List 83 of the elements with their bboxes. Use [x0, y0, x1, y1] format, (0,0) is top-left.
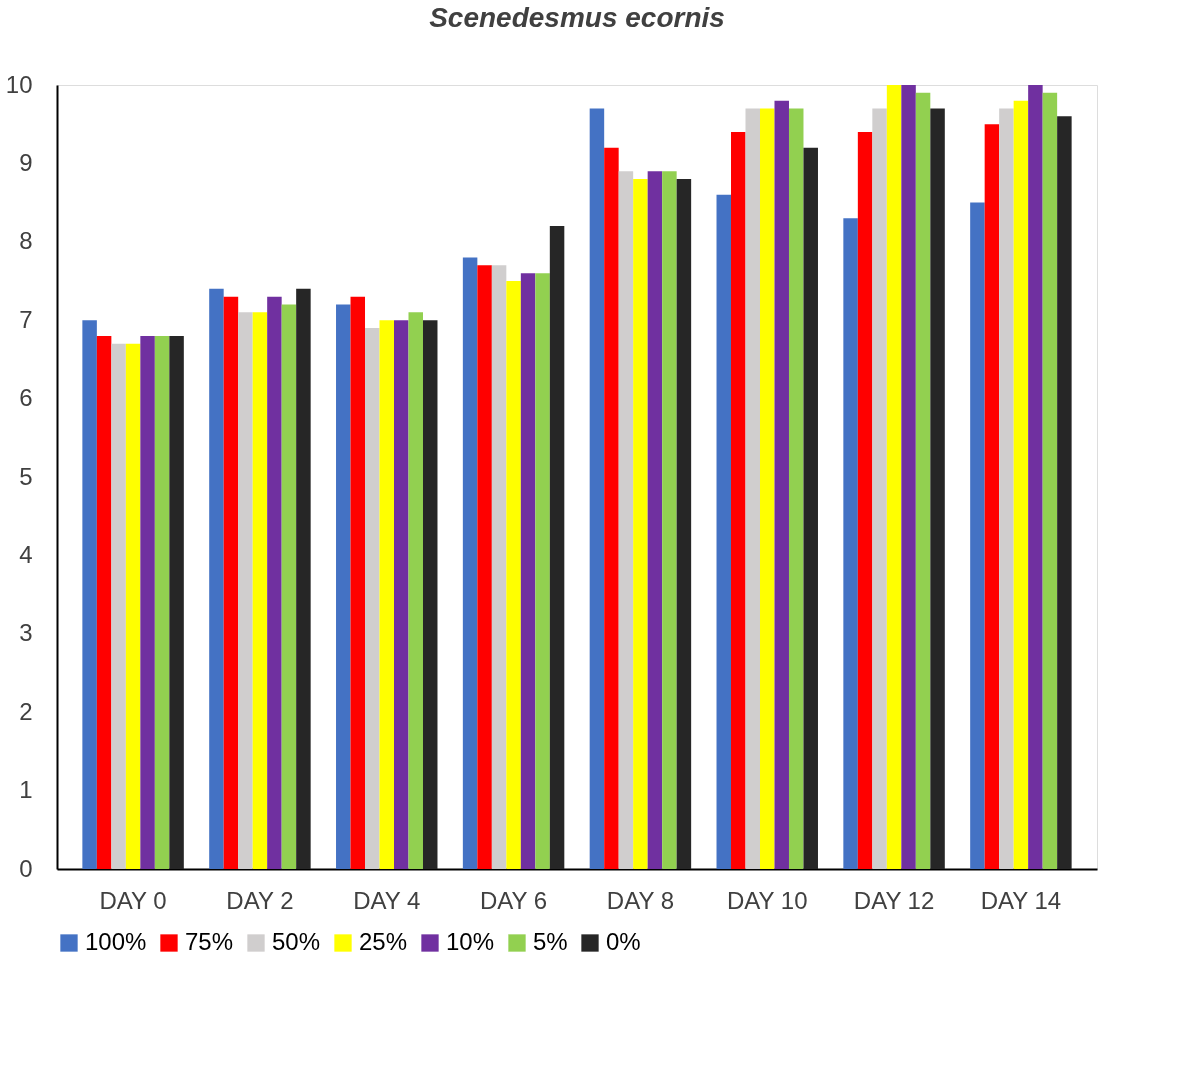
bar — [462, 257, 478, 869]
legend-label: 10% — [446, 928, 495, 955]
bar — [111, 343, 126, 869]
bar — [633, 179, 648, 869]
bar — [857, 132, 873, 869]
bar — [984, 124, 1000, 869]
bar — [788, 108, 804, 869]
bar — [1013, 100, 1029, 869]
legend-label: 100% — [85, 928, 147, 955]
legend-label: 0% — [606, 928, 641, 955]
bar — [716, 194, 732, 869]
y-tick-label: 7 — [19, 305, 33, 333]
y-tick-label: 0 — [19, 854, 33, 882]
bar — [96, 335, 112, 869]
bar — [1028, 85, 1043, 869]
bar — [125, 343, 141, 869]
bar — [1057, 116, 1072, 869]
bar — [604, 147, 619, 869]
bar — [223, 296, 239, 869]
bar — [365, 328, 380, 869]
bar — [379, 320, 394, 869]
bar — [930, 108, 945, 869]
bar — [915, 92, 931, 869]
bar — [872, 108, 887, 869]
x-tick-label: DAY 4 — [353, 886, 421, 914]
bar — [760, 108, 775, 869]
bar — [252, 312, 268, 869]
bar — [999, 108, 1014, 869]
bar — [154, 335, 170, 869]
y-tick-label: 3 — [19, 619, 33, 647]
bar — [394, 320, 409, 869]
bar — [1042, 92, 1058, 869]
legend-label: 5% — [533, 928, 568, 955]
bar — [422, 320, 438, 869]
y-tick-label: 2 — [19, 697, 33, 725]
legend-label: 50% — [272, 928, 321, 955]
bar — [843, 218, 858, 869]
bar — [520, 273, 536, 869]
bar — [267, 296, 282, 869]
bar — [676, 179, 692, 869]
x-tick-label: DAY 8 — [606, 886, 674, 914]
y-tick-label: 8 — [19, 227, 33, 255]
bar — [662, 171, 677, 869]
bar — [745, 108, 760, 869]
y-tick-label: 10 — [5, 70, 33, 98]
bar — [970, 202, 985, 869]
bar — [408, 312, 423, 869]
bar — [506, 281, 521, 869]
legend-label: 25% — [359, 928, 408, 955]
bar — [82, 320, 97, 869]
x-tick-label: DAY 6 — [480, 886, 548, 914]
bar — [647, 171, 663, 869]
x-tick-label: DAY 14 — [980, 886, 1062, 914]
bar — [731, 132, 746, 869]
bar — [296, 288, 311, 869]
chart-title: Scenedesmus ecornis — [429, 2, 725, 33]
y-tick-label: 1 — [19, 776, 33, 804]
bar — [618, 171, 634, 869]
bar — [238, 312, 253, 869]
x-tick-label: DAY 0 — [99, 886, 167, 914]
bar — [350, 296, 366, 869]
bar — [535, 273, 550, 869]
bar — [491, 265, 507, 869]
bar — [336, 304, 351, 869]
y-tick-label: 9 — [19, 148, 33, 176]
bar — [774, 100, 789, 869]
x-tick-label: DAY 12 — [853, 886, 935, 914]
y-tick-label: 6 — [19, 384, 33, 412]
bar — [209, 288, 224, 869]
bar — [169, 335, 184, 869]
x-tick-label: DAY 2 — [226, 886, 294, 914]
y-tick-label: 5 — [19, 462, 33, 490]
bar — [803, 147, 818, 869]
bar — [140, 335, 155, 869]
bar — [901, 85, 916, 869]
bar — [281, 304, 297, 869]
bar — [477, 265, 492, 869]
bar — [549, 226, 565, 869]
legend-label: 75% — [185, 928, 234, 955]
bar — [886, 85, 902, 869]
y-tick-label: 4 — [19, 540, 33, 568]
x-tick-label: DAY 10 — [726, 886, 808, 914]
bar — [589, 108, 605, 869]
